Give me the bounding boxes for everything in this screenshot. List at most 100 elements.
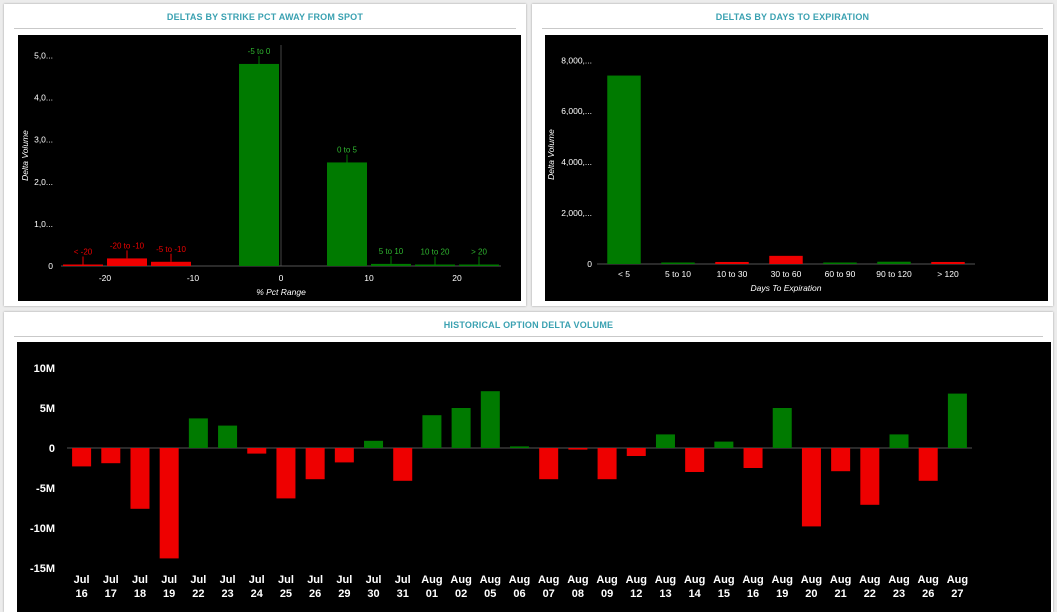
y-tick-label: 4,0... [34, 93, 53, 103]
x-tick-label-day: 05 [484, 588, 496, 600]
y-tick-label: 8,000,... [561, 55, 592, 65]
bar [772, 408, 792, 448]
bar [626, 448, 646, 456]
x-tick-label: 90 to 120 [876, 269, 912, 279]
expiry-chart: 0 2,000,... 4,000,... 6,000,... 8,000,... < 5… [546, 55, 975, 293]
x-tick-label-day: 16 [75, 588, 87, 600]
y-tick-label: 0 [49, 443, 55, 455]
x-tick-label-month: Aug [480, 574, 501, 586]
y-axis-title: Delta Volume [20, 130, 30, 181]
x-tick-label-day: 24 [251, 588, 264, 600]
bar [769, 255, 803, 264]
x-tick-label-month: Aug [596, 574, 617, 586]
data-label: < -20 [74, 248, 93, 257]
x-tick-label-month: Aug [567, 574, 588, 586]
x-tick-label-day: 15 [718, 588, 730, 600]
bar [597, 448, 617, 480]
x-tick-label-month: Aug [830, 574, 851, 586]
data-label: 10 to 20 [421, 248, 450, 257]
x-tick-label-month: Jul [74, 574, 90, 586]
x-tick-label-day: 12 [630, 588, 642, 600]
bar [714, 441, 734, 448]
x-tick-label-month: Jul [278, 574, 294, 586]
bar [831, 448, 851, 472]
x-tick-label-day: 14 [689, 588, 702, 600]
x-tick-label-day: 01 [426, 588, 438, 600]
x-tick-label-day: 08 [572, 588, 584, 600]
y-tick-label: 2,000,... [561, 208, 592, 218]
y-tick-label: 5,0... [34, 51, 53, 61]
x-tick-label-month: Aug [772, 574, 793, 586]
x-tick-label-day: 19 [163, 588, 175, 600]
data-label: 5 to 10 [379, 247, 404, 256]
x-tick-label-day: 27 [951, 588, 963, 600]
bar [947, 393, 967, 448]
bar [715, 261, 749, 264]
x-tick-label-day: 16 [747, 588, 759, 600]
x-tick-label-day: 23 [221, 588, 233, 600]
expiry-panel: DELTAS BY DAYS TO EXPIRATION 0 2,000,... 4… [532, 4, 1053, 306]
y-tick-label: 0 [587, 259, 592, 269]
x-tick-label-day: 13 [659, 588, 671, 600]
bar [889, 434, 909, 448]
expiry-plot: 0 2,000,... 4,000,... 6,000,... 8,000,... < 5… [545, 35, 1048, 301]
history-plot: 10M 5M 0 -5M -10M -15M Jul 16 Jul 17 Jul 18 Jul 19 Jul… [17, 342, 1051, 612]
bar [130, 448, 150, 509]
bar [334, 448, 354, 463]
bar [239, 63, 279, 266]
y-tick-label: -5M [36, 483, 55, 495]
y-axis-title: Delta Volume [546, 129, 556, 180]
x-tick-label-month: Jul [220, 574, 236, 586]
strike-panel: DELTAS BY STRIKE PCT AWAY FROM SPOT 0 1,0… [4, 4, 526, 306]
x-tick-label-month: Aug [538, 574, 559, 586]
x-tick-label-day: 22 [864, 588, 876, 600]
bar [327, 162, 367, 266]
x-tick-label-day: 31 [397, 588, 409, 600]
x-tick-label-month: Jul [103, 574, 119, 586]
x-tick-label-day: 26 [922, 588, 934, 600]
y-tick-label: 5M [40, 403, 55, 415]
bar [451, 408, 471, 448]
x-tick-label-month: Aug [859, 574, 880, 586]
bar [371, 263, 411, 266]
bar [159, 448, 179, 559]
bar [685, 448, 705, 472]
x-tick-label-day: 02 [455, 588, 467, 600]
bar [188, 418, 208, 448]
x-tick-label-day: 19 [776, 588, 788, 600]
bar [480, 391, 500, 448]
bar [661, 262, 695, 264]
strike-chart: 0 1,0... 2,0... 3,0... 4,0... 5,0... -20 -10 0 10… [20, 45, 501, 297]
x-tick-label-month: Aug [801, 574, 822, 586]
x-tick-label-day: 21 [835, 588, 847, 600]
bar [510, 446, 529, 448]
data-label: 0 to 5 [337, 145, 358, 154]
x-tick-label-month: Jul [190, 574, 206, 586]
x-tick-label: 0 [279, 273, 284, 283]
x-tick-label-day: 09 [601, 588, 613, 600]
y-tick-label: 4,000,... [561, 157, 592, 167]
x-tick-label-month: Jul [307, 574, 323, 586]
bar [364, 440, 384, 448]
x-tick-label-day: 30 [367, 588, 379, 600]
x-tick-label-month: Aug [626, 574, 647, 586]
bar [305, 448, 325, 480]
x-tick-label-month: Aug [713, 574, 734, 586]
x-tick-label-month: Jul [366, 574, 382, 586]
x-tick-label-month: Aug [684, 574, 705, 586]
bar [276, 448, 296, 499]
strike-plot: 0 1,0... 2,0... 3,0... 4,0... 5,0... -20 -10 0 10… [18, 35, 521, 301]
bar [655, 434, 675, 448]
data-label: -20 to -10 [110, 241, 145, 250]
x-tick-label-month: Jul [161, 574, 177, 586]
x-tick-label: 10 [364, 273, 374, 283]
x-tick-label: 5 to 10 [665, 269, 691, 279]
x-tick-label-month: Jul [132, 574, 148, 586]
x-tick-label-day: 23 [893, 588, 905, 600]
x-tick-label-day: 18 [134, 588, 146, 600]
bar [218, 425, 238, 448]
bar [877, 261, 911, 264]
y-tick-label: 0 [48, 261, 53, 271]
y-tick-label: 10M [34, 363, 55, 375]
bar [568, 448, 588, 450]
